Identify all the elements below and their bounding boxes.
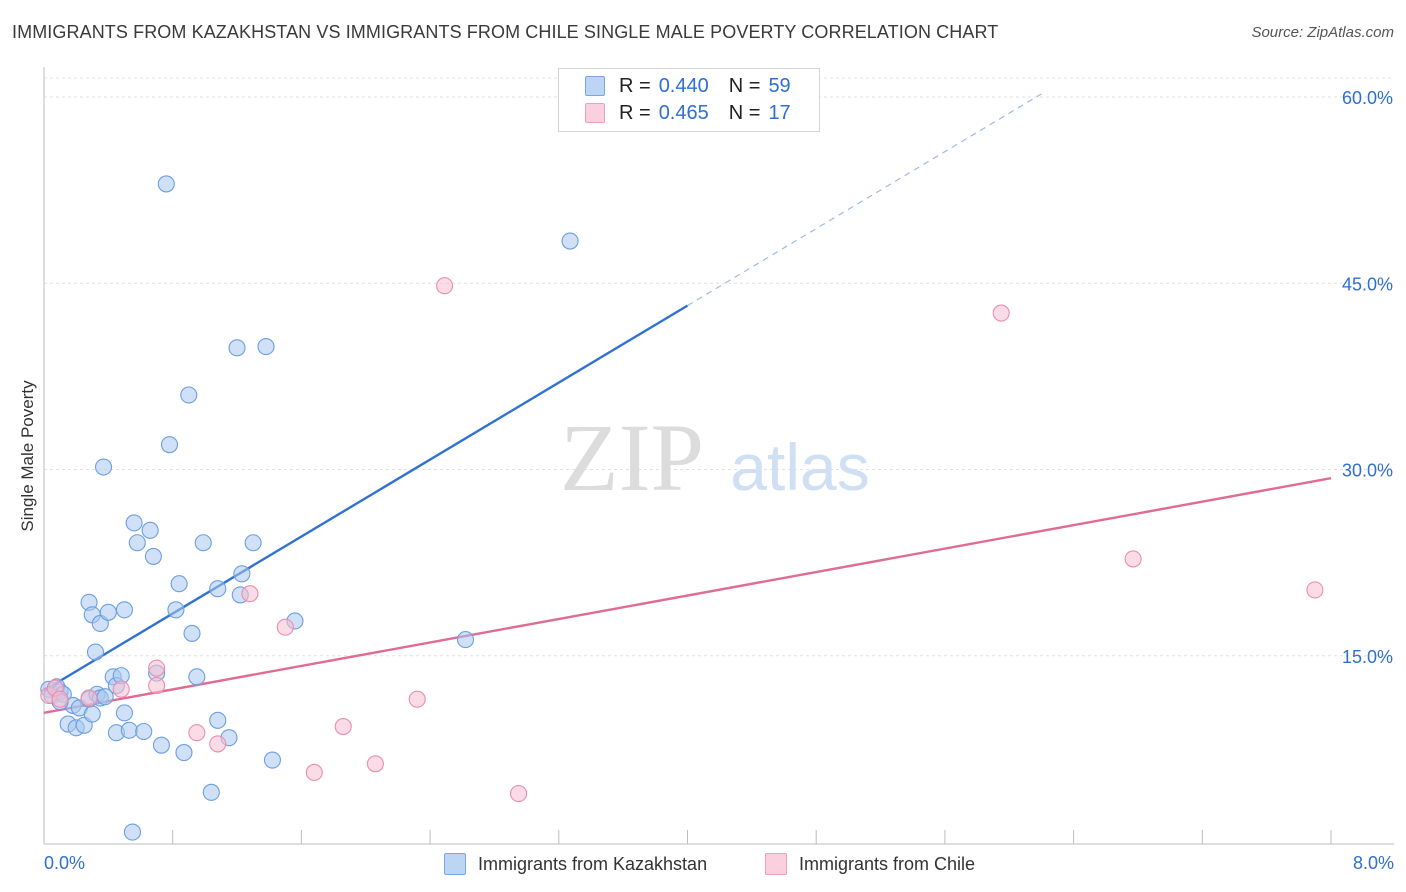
- point-kazakhstan: [244, 534, 262, 552]
- axes: [43, 67, 1394, 845]
- point-kazakhstan: [94, 458, 113, 476]
- point-kazakhstan: [115, 601, 133, 619]
- point-kazakhstan: [170, 575, 188, 593]
- y-tick-label: 30.0%: [1342, 461, 1393, 481]
- legend-row-chile: R = 0.465 N = 17: [585, 101, 791, 125]
- legend-swatch-chile: [585, 103, 605, 123]
- point-kazakhstan: [135, 722, 153, 741]
- point-kazakhstan: [152, 736, 170, 754]
- point-chile: [366, 755, 384, 773]
- point-chile: [992, 304, 1010, 322]
- point-kazakhstan: [180, 386, 198, 404]
- point-kazakhstan: [456, 631, 475, 649]
- legend-n-value: 59: [768, 74, 791, 97]
- series-legend-kazakhstan: Immigrants from Kazakhstan: [444, 852, 707, 876]
- point-kazakhstan: [209, 711, 227, 729]
- point-chile: [148, 676, 166, 695]
- point-chile: [112, 680, 130, 698]
- point-kazakhstan: [202, 783, 220, 801]
- point-chile: [1124, 550, 1142, 568]
- y-tick-label: 45.0%: [1342, 274, 1393, 294]
- series-swatch-chile: [765, 853, 787, 875]
- point-chile: [305, 763, 323, 782]
- point-kazakhstan: [157, 175, 175, 193]
- point-kazakhstan: [183, 624, 201, 642]
- trend-lines: [43, 93, 1332, 715]
- point-kazakhstan: [123, 823, 142, 841]
- point-kazakhstan: [209, 580, 227, 598]
- point-chile: [436, 277, 454, 295]
- point-chile: [408, 690, 426, 708]
- point-kazakhstan: [561, 232, 579, 250]
- legend-n-label: N =: [728, 74, 761, 97]
- x-tick-min: 0.0%: [44, 853, 86, 873]
- point-kazakhstan: [257, 338, 275, 356]
- trend-line-kazakhstan: [43, 304, 689, 692]
- point-chile: [209, 735, 227, 753]
- point-chile: [51, 690, 69, 708]
- legend-swatch-kazakhstan: [585, 76, 605, 96]
- point-kazakhstan: [120, 721, 138, 739]
- point-chile: [80, 689, 98, 707]
- x-tick-max: 8.0%: [1352, 853, 1394, 873]
- series-label-kazakhstan: Immigrants from Kazakhstan: [478, 853, 708, 874]
- y-tick-label: 60.0%: [1342, 88, 1393, 108]
- point-kazakhstan: [115, 704, 133, 722]
- point-kazakhstan: [175, 744, 193, 762]
- point-kazakhstan: [144, 547, 162, 565]
- point-kazakhstan: [263, 751, 281, 769]
- point-kazakhstan: [233, 565, 251, 583]
- watermark: ZIP atlas: [560, 404, 870, 511]
- watermark-atlas: atlas: [730, 430, 869, 504]
- point-kazakhstan: [86, 643, 105, 661]
- source-label: Source: ZipAtlas.com: [1251, 24, 1394, 41]
- data-points: [40, 175, 1324, 841]
- point-kazakhstan: [167, 601, 185, 619]
- trend-extension-kazakhstan: [687, 93, 1042, 307]
- point-chile: [148, 659, 166, 677]
- correlation-legend: R = 0.440 N = 59 R = 0.465 N = 17: [558, 68, 820, 132]
- point-kazakhstan: [228, 339, 246, 357]
- watermark-zip: ZIP: [560, 404, 704, 511]
- point-kazakhstan: [128, 534, 146, 552]
- point-kazakhstan: [141, 521, 159, 539]
- y-tick-label: 15.0%: [1342, 647, 1393, 667]
- series-legend-chile: Immigrants from Chile: [765, 852, 975, 876]
- point-kazakhstan: [83, 705, 101, 723]
- legend-n-value: 17: [768, 101, 791, 124]
- point-chile: [510, 785, 528, 803]
- legend-r-label: R =: [619, 74, 651, 97]
- series-swatch-kazakhstan: [444, 853, 466, 875]
- point-kazakhstan: [194, 534, 212, 552]
- y-tick-labels: 15.0% 30.0% 45.0% 60.0%: [1342, 88, 1393, 667]
- series-label-chile: Immigrants from Chile: [799, 853, 976, 874]
- point-kazakhstan: [188, 668, 206, 686]
- legend-r-label: R =: [619, 101, 651, 124]
- point-chile: [1306, 581, 1324, 599]
- chart-title: IMMIGRANTS FROM KAZAKHSTAN VS IMMIGRANTS…: [12, 22, 999, 42]
- point-chile: [276, 618, 294, 636]
- legend-r-value: 0.440: [658, 74, 709, 97]
- point-kazakhstan: [160, 436, 179, 454]
- trend-line-chile: [43, 477, 1332, 715]
- legend-n-label: N =: [728, 101, 761, 124]
- point-chile: [188, 724, 206, 742]
- point-kazakhstan: [125, 514, 143, 532]
- point-chile: [334, 717, 352, 736]
- point-kazakhstan: [99, 603, 117, 621]
- legend-r-value: 0.465: [658, 101, 709, 124]
- legend-row-kazakhstan: R = 0.440 N = 59: [585, 74, 791, 98]
- point-chile: [241, 585, 259, 603]
